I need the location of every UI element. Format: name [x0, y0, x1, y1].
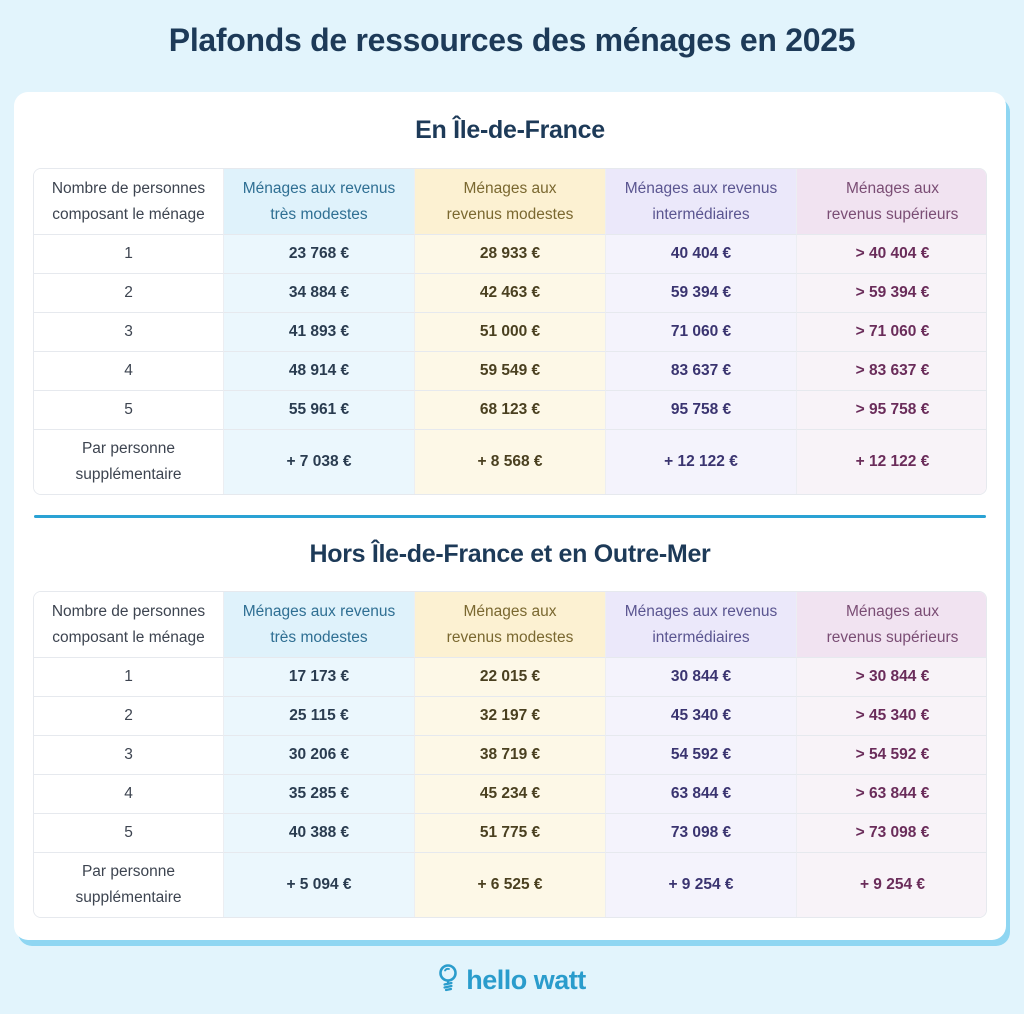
cell-value: 45 234 € — [415, 775, 606, 814]
cell-persons: 4 — [34, 775, 224, 814]
cell-value: > 95 758 € — [797, 391, 986, 430]
cell-persons: 1 — [34, 235, 224, 274]
cell-value: 17 173 € — [224, 658, 415, 697]
cell-extra-value: + 5 094 € — [224, 853, 415, 917]
cell-extra-value: + 6 525 € — [415, 853, 606, 917]
cell-value: 28 933 € — [415, 235, 606, 274]
content-card: En Île-de-France Nombre de personnes comp… — [14, 92, 1006, 940]
lightbulb-icon — [438, 963, 458, 997]
header-persons: Nombre de personnes composant le ménage — [34, 592, 224, 658]
cell-extra-value: + 8 568 € — [415, 430, 606, 494]
cell-value: > 83 637 € — [797, 352, 986, 391]
cell-persons: 5 — [34, 814, 224, 853]
cell-value: 32 197 € — [415, 697, 606, 736]
cell-value: 45 340 € — [606, 697, 797, 736]
cell-value: > 71 060 € — [797, 313, 986, 352]
cell-extra-value: + 9 254 € — [797, 853, 986, 917]
header-intermediaires: Ménages aux revenus intermédiaires — [606, 169, 797, 235]
cell-value: > 45 340 € — [797, 697, 986, 736]
cell-extra-label: Par personne supplémentaire — [34, 430, 224, 494]
cell-value: 95 758 € — [606, 391, 797, 430]
header-superieurs: Ménages aux revenus supérieurs — [797, 592, 986, 658]
cell-value: 51 775 € — [415, 814, 606, 853]
cell-value: > 59 394 € — [797, 274, 986, 313]
header-intermediaires: Ménages aux revenus intermédiaires — [606, 592, 797, 658]
cell-value: 30 844 € — [606, 658, 797, 697]
section-title-ile-de-france: En Île-de-France — [415, 116, 605, 144]
cell-value: 23 768 € — [224, 235, 415, 274]
cell-value: > 30 844 € — [797, 658, 986, 697]
cell-value: > 63 844 € — [797, 775, 986, 814]
cell-value: 51 000 € — [415, 313, 606, 352]
cell-value: 35 285 € — [224, 775, 415, 814]
cell-value: 22 015 € — [415, 658, 606, 697]
cell-extra-value: + 9 254 € — [606, 853, 797, 917]
cell-value: 25 115 € — [224, 697, 415, 736]
cell-value: 41 893 € — [224, 313, 415, 352]
header-tres-modestes: Ménages aux revenus très modestes — [224, 169, 415, 235]
section-divider — [34, 515, 986, 518]
cell-value: 68 123 € — [415, 391, 606, 430]
cell-value: 59 394 € — [606, 274, 797, 313]
brand-name: hello watt — [466, 964, 586, 995]
page-title: Plafonds de ressources des ménages en 20… — [168, 22, 856, 58]
cell-persons: 3 — [34, 313, 224, 352]
cell-value: 63 844 € — [606, 775, 797, 814]
cell-value: 48 914 € — [224, 352, 415, 391]
header-persons: Nombre de personnes composant le ménage — [34, 169, 224, 235]
header-modestes: Ménages aux revenus modestes — [415, 592, 606, 658]
cell-value: 40 388 € — [224, 814, 415, 853]
table-ile-de-france: Nombre de personnes composant le ménage M… — [33, 168, 987, 495]
cell-value: 71 060 € — [606, 313, 797, 352]
cell-persons: 3 — [34, 736, 224, 775]
footer-logo: hello watt — [0, 962, 1024, 998]
table-hors-ile-de-france: Nombre de personnes composant le ménage M… — [33, 591, 987, 918]
section-title-hors-ile-de-france: Hors Île-de-France et en Outre-Mer — [309, 540, 711, 568]
cell-value: > 40 404 € — [797, 235, 986, 274]
cell-value: 55 961 € — [224, 391, 415, 430]
cell-extra-value: + 12 122 € — [797, 430, 986, 494]
cell-value: 42 463 € — [415, 274, 606, 313]
header-superieurs: Ménages aux revenus supérieurs — [797, 169, 986, 235]
cell-value: 38 719 € — [415, 736, 606, 775]
cell-persons: 4 — [34, 352, 224, 391]
cell-persons: 2 — [34, 274, 224, 313]
cell-value: 34 884 € — [224, 274, 415, 313]
cell-value: 40 404 € — [606, 235, 797, 274]
cell-persons: 1 — [34, 658, 224, 697]
cell-persons: 2 — [34, 697, 224, 736]
cell-value: 59 549 € — [415, 352, 606, 391]
cell-value: 54 592 € — [606, 736, 797, 775]
cell-value: 83 637 € — [606, 352, 797, 391]
cell-value: 30 206 € — [224, 736, 415, 775]
cell-extra-label: Par personne supplémentaire — [34, 853, 224, 917]
cell-value: 73 098 € — [606, 814, 797, 853]
cell-extra-value: + 12 122 € — [606, 430, 797, 494]
cell-value: > 54 592 € — [797, 736, 986, 775]
header-tres-modestes: Ménages aux revenus très modestes — [224, 592, 415, 658]
header-modestes: Ménages aux revenus modestes — [415, 169, 606, 235]
cell-persons: 5 — [34, 391, 224, 430]
cell-value: > 73 098 € — [797, 814, 986, 853]
cell-extra-value: + 7 038 € — [224, 430, 415, 494]
